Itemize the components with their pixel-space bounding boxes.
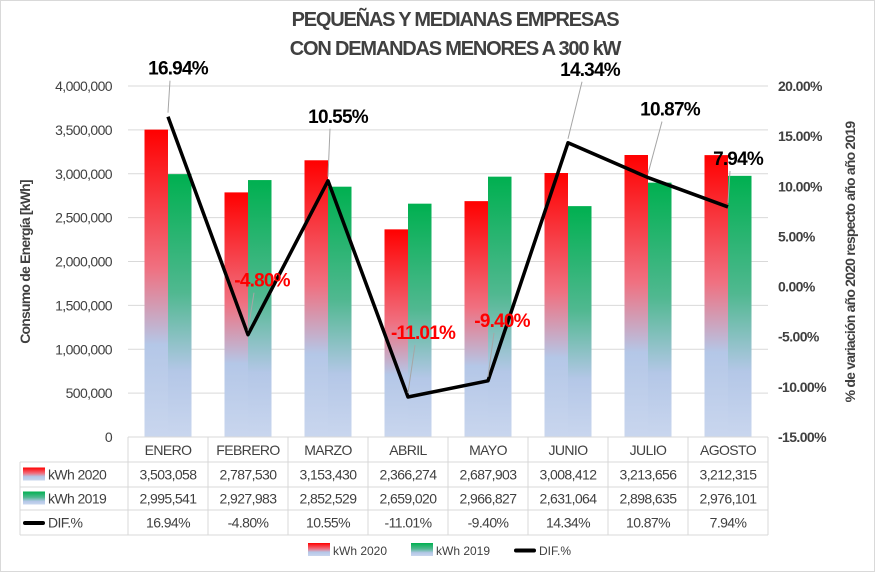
y-tick-label: 4,000,000 <box>55 78 113 94</box>
table-cell: 3,153,430 <box>300 467 358 483</box>
data-label-dif: 10.55% <box>308 107 369 128</box>
table-legend-key <box>23 491 45 505</box>
category-label: JUNIO <box>548 442 588 458</box>
legend-label: kWh 2020 <box>333 544 387 558</box>
category-label: JULIO <box>630 442 667 458</box>
table-cell: -11.01% <box>385 515 432 531</box>
y2-tick-label: 5.00% <box>778 228 816 244</box>
y2-axis-label: % de variación año 2020 respecto año año… <box>842 121 858 403</box>
legend-key <box>514 548 536 553</box>
y2-tick-label: -15.00% <box>778 429 827 445</box>
legend-label: kWh 2019 <box>436 544 490 558</box>
data-label-dif: 7.94% <box>713 149 764 170</box>
table-cell: 2,966,827 <box>460 491 518 507</box>
bar-kwh-2020 <box>544 173 568 437</box>
legend-label: DIF.% <box>539 544 571 558</box>
bar-kwh-2020 <box>304 160 328 438</box>
category-label: MARZO <box>304 442 352 458</box>
table-cell: 14.34% <box>546 515 590 531</box>
table-cell: 2,898,635 <box>620 491 678 507</box>
leader-line <box>407 344 416 394</box>
table-series-name: kWh 2019 <box>48 491 107 507</box>
table-legend-key <box>23 467 45 481</box>
table-cell: 3,212,315 <box>700 467 758 483</box>
bar-kwh-2020 <box>144 129 168 437</box>
y2-tick-label: 0.00% <box>778 279 816 295</box>
y-tick-label: 0 <box>105 429 113 445</box>
line-dif-percent <box>166 116 729 399</box>
y-tick-label: 2,500,000 <box>55 210 113 226</box>
table-cell: 2,927,983 <box>220 491 278 507</box>
y-tick-label: 500,000 <box>66 385 113 401</box>
bar-kwh-2020 <box>704 155 728 437</box>
bar-kwh-2019 <box>648 182 672 437</box>
category-label: ENERO <box>145 442 192 458</box>
table-cell: 2,787,530 <box>220 467 278 483</box>
category-label: FEBRERO <box>216 442 280 458</box>
y2-tick-label: -10.00% <box>778 379 827 395</box>
y2-tick-label: 20.00% <box>778 78 823 94</box>
table-cell: 2,659,020 <box>380 491 438 507</box>
legend-key <box>411 543 433 556</box>
table-cell: 2,631,064 <box>540 491 598 507</box>
table-cell: 10.55% <box>306 515 350 531</box>
category-label: AGOSTO <box>700 442 757 458</box>
leader-line <box>727 170 731 203</box>
data-label-dif: 14.34% <box>560 60 621 81</box>
bar-kwh-2019 <box>168 174 192 437</box>
y-tick-label: 3,500,000 <box>55 122 113 138</box>
table-cell: 2,366,274 <box>380 467 438 483</box>
y-tick-label: 3,000,000 <box>55 166 113 182</box>
bar-kwh-2020 <box>224 192 248 437</box>
table-cell: 3,008,412 <box>540 467 598 483</box>
table-cell: 2,976,101 <box>700 491 758 507</box>
table-cell: 2,852,529 <box>300 491 358 507</box>
table-cell: 3,503,058 <box>140 467 198 483</box>
leader-line <box>247 292 255 331</box>
data-label-dif: 16.94% <box>148 59 209 80</box>
data-label-dif: 10.87% <box>640 100 701 121</box>
table-cell: 3,213,656 <box>620 467 678 483</box>
category-label: MAYO <box>469 442 507 458</box>
table-cell: 10.87% <box>626 515 670 531</box>
bar-kwh-2019 <box>408 203 432 437</box>
chart-title-line-1: PEQUEÑAS Y MEDIANAS EMPRESAS <box>292 8 620 31</box>
table-cell: -4.80% <box>228 515 269 531</box>
table-cell: 7.94% <box>710 515 747 531</box>
y-axis-label: Consumo de Energía [kWh] <box>17 180 33 344</box>
y2-tick-label: 10.00% <box>778 178 823 194</box>
table-cell: 2,687,903 <box>460 467 518 483</box>
leader-line <box>647 121 663 174</box>
leader-line <box>167 80 171 113</box>
table-series-name: DIF.% <box>48 515 82 531</box>
y-tick-label: 1,000,000 <box>55 341 113 357</box>
table-cell: 16.94% <box>146 515 190 531</box>
table-legend-key <box>23 521 45 525</box>
data-label-dif: -9.40% <box>474 311 530 332</box>
y2-tick-label: -5.00% <box>778 329 820 345</box>
bar-kwh-2019 <box>488 176 512 437</box>
category-label: ABRIL <box>389 442 427 458</box>
legend-key <box>308 543 330 556</box>
y2-tick-label: 15.00% <box>778 128 823 144</box>
data-label-dif: -4.80% <box>234 271 290 292</box>
bar-kwh-2020 <box>624 155 648 437</box>
y-tick-label: 1,500,000 <box>55 297 113 313</box>
table-cell: -9.40% <box>468 515 509 531</box>
data-label-dif: -11.01% <box>391 323 456 344</box>
bar-kwh-2020 <box>464 201 488 437</box>
leader-line <box>487 332 495 377</box>
table-series-name: kWh 2020 <box>48 467 107 483</box>
chart-title-line-2: CON DEMANDAS MENORES A 300 kW <box>290 38 622 60</box>
leader-line <box>567 81 583 139</box>
leader-line <box>327 128 331 177</box>
y-tick-label: 2,000,000 <box>55 254 113 270</box>
bar-kwh-2019 <box>728 175 752 437</box>
bar-kwh-2019 <box>568 206 592 437</box>
bar-kwh-2019 <box>328 186 352 437</box>
table-cell: 2,995,541 <box>140 491 198 507</box>
